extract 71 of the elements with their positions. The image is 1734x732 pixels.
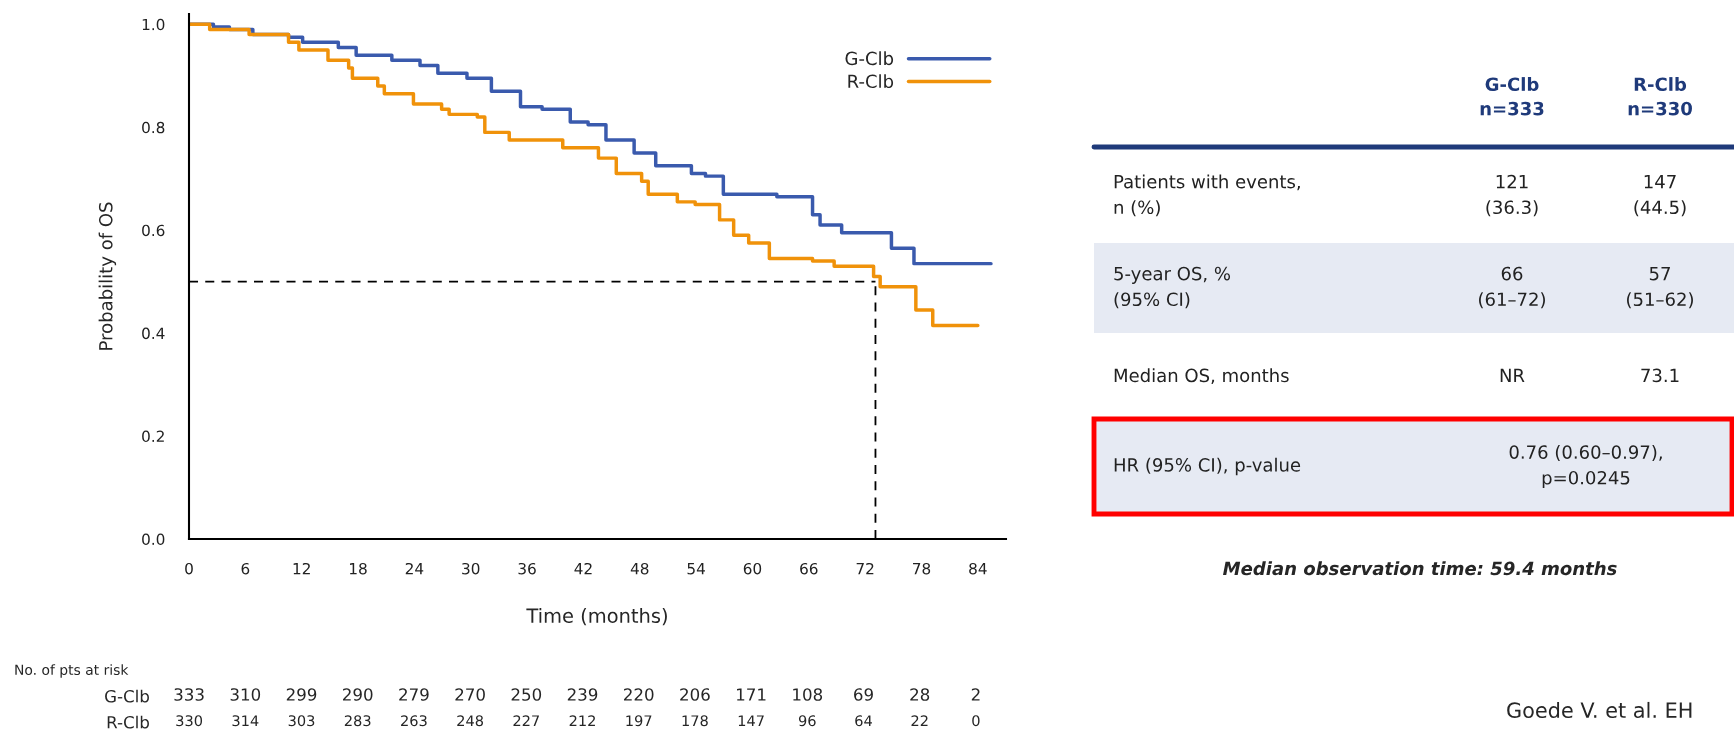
- data-label: 303: [288, 715, 315, 727]
- x-tick-label: 0: [185, 562, 193, 575]
- data-label: 69: [854, 688, 873, 701]
- text: NR: [1500, 368, 1525, 382]
- data-label: 299: [286, 688, 317, 701]
- text: 121 (36.3): [1486, 174, 1538, 217]
- y-axis-title: Probability of OS: [98, 202, 117, 350]
- category-label: R-Clb n=330: [1628, 77, 1692, 116]
- data-label: 0: [972, 715, 980, 727]
- y-tick-label: 0.2: [142, 430, 164, 443]
- data-label: 28: [910, 688, 930, 701]
- data-label: 220: [624, 688, 654, 701]
- data-label: 2: [971, 688, 980, 701]
- x-tick-label: 42: [574, 562, 592, 575]
- x-tick-label: 30: [462, 562, 480, 575]
- x-tick-label: 6: [241, 562, 250, 575]
- data-label: 283: [344, 715, 371, 727]
- x-tick-label: 72: [856, 562, 874, 575]
- data-label: 147: [738, 715, 764, 727]
- x-tick-label: 12: [293, 562, 310, 575]
- x-tick-label: 54: [687, 563, 705, 575]
- data-label: 197: [626, 715, 652, 727]
- category-label: G-Clb n=333: [1480, 77, 1544, 116]
- category-label: Patients with events, n (%): [1114, 174, 1300, 217]
- data-label: 108: [793, 688, 823, 701]
- x-tick-label: 66: [800, 562, 818, 575]
- data-label: 212: [569, 715, 595, 727]
- data-label: 206: [680, 688, 710, 701]
- y-tick-label: 0.6: [142, 224, 165, 237]
- data-label: 22: [911, 715, 928, 727]
- data-label: 239: [567, 688, 598, 701]
- y-tick-label: 1.0: [142, 18, 165, 31]
- x-tick-label: 78: [913, 562, 931, 575]
- data-label: 263: [401, 715, 427, 727]
- y-tick-label: 0.4: [142, 327, 165, 340]
- text: 147 (44.5): [1634, 174, 1686, 217]
- x-tick-label: 48: [630, 562, 649, 575]
- data-label: 227: [513, 715, 539, 727]
- data-label: 270: [455, 688, 485, 701]
- x-tick-label: 84: [969, 562, 987, 575]
- text: Goede V. et al. EH: [1507, 701, 1692, 719]
- data-label: 290: [343, 688, 373, 701]
- text: 57 (51–62): [1627, 266, 1693, 309]
- legend-label: G-Clb: [845, 51, 894, 66]
- x-tick-label: 36: [518, 562, 536, 575]
- text: Median observation time: 59.4 months: [1223, 561, 1617, 576]
- x-axis-title: Time (months): [526, 607, 667, 626]
- text: 66 (61–72): [1479, 266, 1545, 309]
- x-tick-label: 24: [405, 562, 424, 575]
- data-label: 314: [232, 715, 259, 727]
- data-label: 279: [399, 688, 429, 701]
- data-label: 250: [511, 688, 542, 701]
- data-label: 248: [457, 715, 484, 727]
- chart-title: No. of pts at risk: [15, 664, 129, 678]
- data-label: 96: [798, 715, 816, 727]
- x-tick-label: 18: [349, 562, 367, 575]
- category-label: HR (95% CI), p-value: [1114, 457, 1301, 476]
- data-label: 333: [174, 688, 204, 701]
- data-label: 64: [855, 715, 872, 727]
- data-label: 330: [176, 715, 203, 727]
- text: 73.1: [1641, 368, 1679, 383]
- y-tick-label: 0.8: [142, 121, 165, 134]
- text: 0.76 (0.60–0.97), p=0.0245: [1509, 444, 1662, 489]
- legend-label: R-Clb: [848, 74, 894, 89]
- x-tick-label: 60: [743, 562, 762, 575]
- data-label: 178: [682, 715, 708, 727]
- y-tick-label: 0.0: [142, 533, 165, 546]
- data-label: 171: [737, 688, 766, 701]
- category-label: Median OS, months: [1114, 368, 1289, 385]
- data-label: 310: [230, 688, 261, 701]
- category-label: 5-year OS, % (95% CI): [1114, 266, 1231, 309]
